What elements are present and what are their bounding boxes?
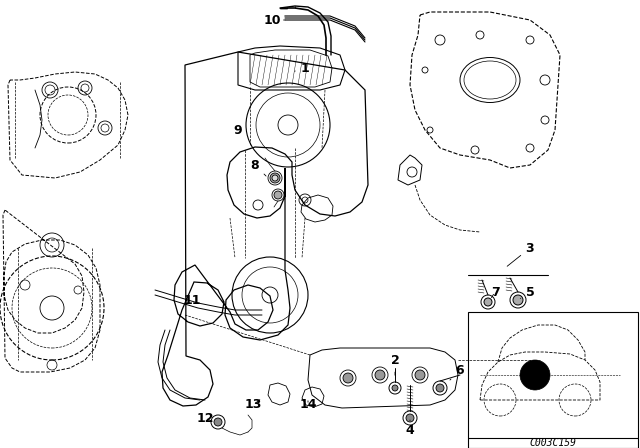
Circle shape (392, 385, 398, 391)
Circle shape (513, 295, 523, 305)
Text: 12: 12 (196, 412, 214, 425)
Text: 5: 5 (520, 285, 534, 298)
Text: C003C159: C003C159 (529, 438, 577, 448)
Text: 9: 9 (234, 124, 243, 137)
Circle shape (270, 173, 280, 183)
Circle shape (484, 298, 492, 306)
Text: 6: 6 (450, 363, 464, 380)
Circle shape (415, 370, 425, 380)
Circle shape (406, 414, 414, 422)
Circle shape (274, 191, 282, 199)
Circle shape (343, 373, 353, 383)
Text: 13: 13 (244, 399, 262, 412)
Text: 10: 10 (263, 13, 285, 26)
Circle shape (436, 384, 444, 392)
Text: 8: 8 (251, 159, 266, 176)
Text: 11: 11 (183, 293, 201, 306)
Text: 3: 3 (507, 241, 534, 266)
Text: 14: 14 (300, 399, 317, 412)
Text: 7: 7 (491, 285, 499, 298)
Circle shape (520, 360, 550, 390)
Circle shape (272, 175, 278, 181)
Circle shape (375, 370, 385, 380)
Text: 4: 4 (406, 420, 414, 436)
Circle shape (214, 418, 222, 426)
Text: 1: 1 (294, 61, 309, 74)
Text: 2: 2 (390, 353, 399, 375)
